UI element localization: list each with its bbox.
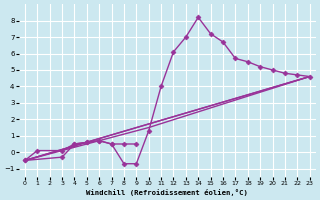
X-axis label: Windchill (Refroidissement éolien,°C): Windchill (Refroidissement éolien,°C): [86, 189, 248, 196]
